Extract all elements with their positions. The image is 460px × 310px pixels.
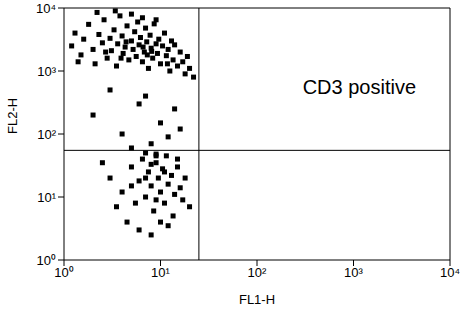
svg-text:10⁴: 10⁴	[36, 1, 56, 16]
svg-text:10¹: 10¹	[151, 265, 170, 280]
svg-text:10¹: 10¹	[37, 190, 56, 205]
svg-text:FL1-H: FL1-H	[239, 292, 275, 307]
svg-text:CD3 positive: CD3 positive	[303, 76, 416, 98]
svg-text:10³: 10³	[344, 265, 363, 280]
svg-text:10⁰: 10⁰	[37, 253, 56, 268]
svg-text:10²: 10²	[37, 127, 56, 142]
svg-text:10⁴: 10⁴	[440, 265, 452, 280]
svg-text:10³: 10³	[37, 64, 56, 79]
svg-text:10⁰: 10⁰	[54, 265, 73, 280]
svg-text:FL2-H: FL2-H	[8, 98, 20, 134]
svg-text:10²: 10²	[248, 265, 267, 280]
